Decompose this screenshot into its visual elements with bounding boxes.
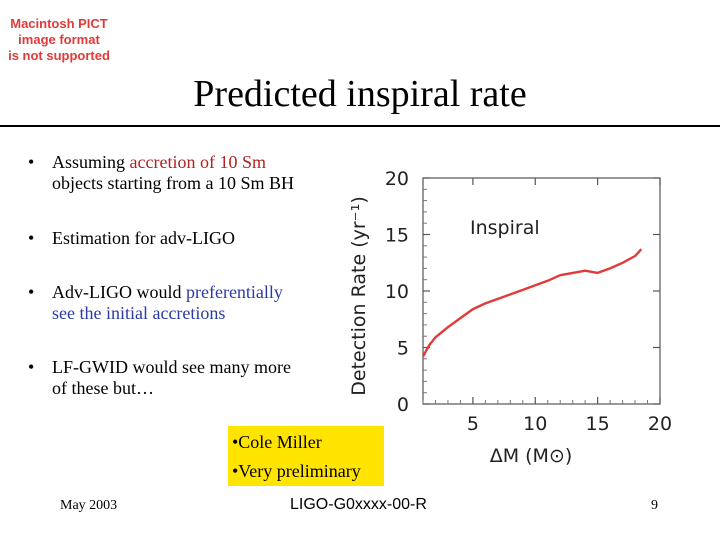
- bullet-dot: •: [28, 357, 35, 377]
- note-line: •Very preliminary: [232, 461, 361, 481]
- bullet-text-line2: see the initial accretions: [52, 303, 226, 323]
- plot-frame: [422, 177, 661, 405]
- note-box: •Cole Miller •Very preliminary: [228, 426, 384, 486]
- bullet-text-line2: of these but…: [52, 378, 154, 398]
- pict-notice-line: Macintosh PICT: [10, 16, 108, 31]
- page-number: 9: [651, 498, 658, 513]
- bullet-dot: •: [28, 282, 35, 302]
- x-tick-label: 20: [648, 413, 672, 435]
- bullet-highlight: preferentially: [185, 282, 283, 302]
- x-tick-label: 10: [523, 413, 547, 435]
- bullet-text-line2: objects starting from a 10 Sm BH: [52, 173, 294, 193]
- y-tick-label: 15: [385, 225, 409, 247]
- pict-notice-line: image format: [18, 32, 100, 47]
- bullet-dot: •: [28, 152, 35, 172]
- y-axis-label: Detection Rate (yr⁻¹): [348, 196, 370, 395]
- detection-rate-chart: 0 5 10 15 20 5 10 15 20 Detection Rate (yr⁻¹) Insp…: [348, 168, 672, 467]
- x-tick-label: 5: [467, 413, 479, 435]
- bullet-text: Adv-LIGO would: [52, 282, 186, 302]
- series-line-inspiral: [421, 248, 643, 358]
- footer-document-code: LIGO-G0xxxx-00-R: [290, 496, 427, 513]
- pict-notice-line: is not supported: [8, 48, 110, 63]
- bullet-dot: •: [28, 228, 35, 248]
- x-tick-label: 15: [586, 413, 610, 435]
- y-tick-label: 20: [385, 168, 409, 190]
- y-tick-label: 5: [397, 338, 409, 360]
- bullet-text: LF-GWID would see many more: [52, 357, 291, 377]
- bullet-highlight: accretion of 10 Sm: [129, 152, 266, 172]
- y-tick-label: 10: [385, 281, 409, 303]
- x-axis-label: ΔM (M⊙): [490, 445, 573, 467]
- pict-unsupported-notice: Macintosh PICT image format is not suppo…: [0, 16, 118, 64]
- footer-date: May 2003: [60, 498, 118, 513]
- title-divider: [0, 125, 720, 127]
- note-line: •Cole Miller: [232, 432, 322, 452]
- bullet-text: Assuming: [52, 152, 130, 172]
- slide-title: Predicted inspiral rate: [193, 73, 527, 115]
- bullet-text: Estimation for adv-LIGO: [52, 228, 235, 248]
- y-tick-label: 0: [397, 394, 409, 416]
- chart-title: Inspiral: [470, 217, 540, 239]
